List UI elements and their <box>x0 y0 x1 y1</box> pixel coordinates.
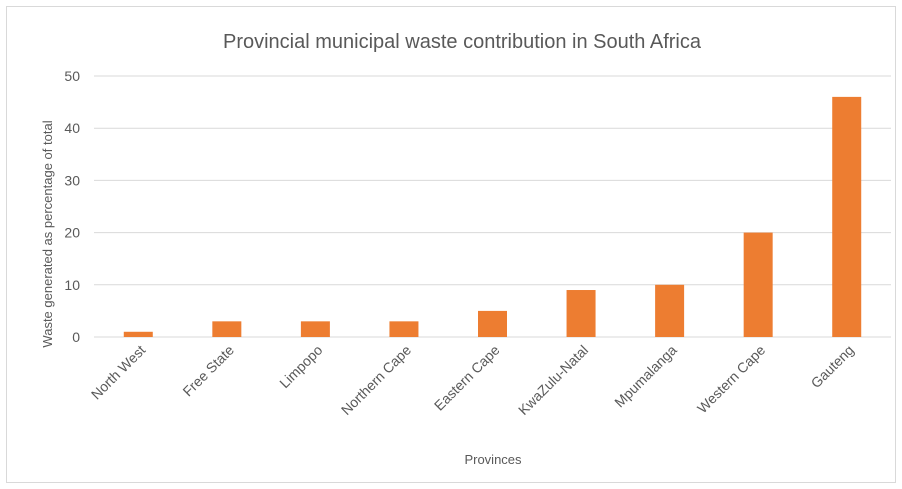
y-tick-label: 20 <box>64 225 80 241</box>
y-tick-label: 30 <box>64 172 80 188</box>
chart-title: Provincial municipal waste contribution … <box>223 31 702 53</box>
bar <box>478 310 507 337</box>
bars <box>123 96 862 337</box>
x-tick-label: Mpumalanga <box>611 342 680 411</box>
x-tick-label: Eastern Cape <box>431 342 503 414</box>
y-axis-title: Waste generated as percentage of total <box>40 120 55 347</box>
bar <box>300 321 330 337</box>
bar <box>743 232 773 337</box>
y-axis-ticks: 0 10 20 30 40 50 <box>64 68 80 345</box>
x-tick-label: KwaZulu-Natal <box>515 342 591 418</box>
y-tick-label: 10 <box>64 277 80 293</box>
y-tick-label: 40 <box>64 120 80 136</box>
x-tick-label: Gauteng <box>808 342 857 391</box>
x-axis-ticks: North West Free State Limpopo Northern Cape… <box>88 342 857 418</box>
x-tick-label: Western Cape <box>694 342 769 417</box>
bar <box>212 321 242 337</box>
x-tick-label: North West <box>88 342 149 403</box>
x-tick-label: Free State <box>179 342 237 400</box>
bar <box>832 96 862 337</box>
x-axis-title: Provinces <box>464 452 522 467</box>
x-tick-label: Northern Cape <box>338 342 414 418</box>
y-tick-label: 0 <box>72 329 80 345</box>
y-tick-label: 50 <box>64 68 80 84</box>
bar <box>655 284 685 337</box>
bar <box>389 321 419 337</box>
bar <box>123 331 153 337</box>
bar <box>566 290 596 337</box>
x-tick-label: Limpopo <box>276 342 325 391</box>
